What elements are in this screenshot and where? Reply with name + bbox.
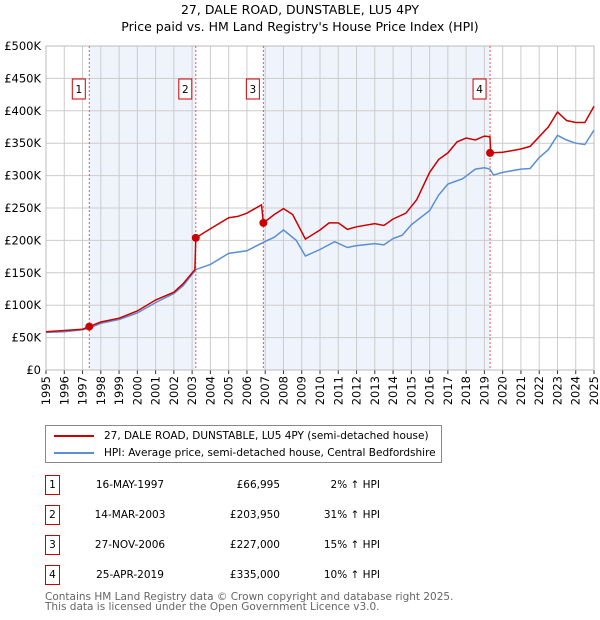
x-tick-label: 2017 bbox=[441, 376, 455, 405]
legend-label: 27, DALE ROAD, DUNSTABLE, LU5 4PY (semi-… bbox=[104, 430, 429, 442]
sale-label-box bbox=[472, 78, 487, 100]
x-tick-label: 1999 bbox=[112, 376, 126, 405]
x-tick-label: 2005 bbox=[222, 376, 236, 405]
sale-price: £66,995 bbox=[236, 479, 280, 491]
sale-row: 3 27-NOV-2006 £227,000 15% ↑ HPI bbox=[45, 535, 445, 555]
sale-row: 1 16-MAY-1997 £66,995 2% ↑ HPI bbox=[45, 475, 445, 495]
y-tick-label: £350K bbox=[4, 136, 41, 150]
y-tick-label: £250K bbox=[4, 201, 41, 215]
sale-label: 3 bbox=[250, 84, 257, 96]
footer-licence: This data is licensed under the Open Gov… bbox=[45, 601, 380, 613]
legend-label: HPI: Average price, semi-detached house,… bbox=[104, 447, 436, 459]
series-line bbox=[45, 105, 595, 333]
y-tick-label: £200K bbox=[4, 233, 41, 247]
x-tick-label: 2011 bbox=[331, 376, 345, 405]
sale-label-box bbox=[178, 78, 193, 100]
footer-copyright: Contains HM Land Registry data © Crown c… bbox=[45, 591, 454, 603]
x-tick-label: 2015 bbox=[404, 376, 418, 405]
x-tick-label: 2003 bbox=[185, 376, 199, 405]
sale-label: 1 bbox=[75, 84, 82, 96]
plot-area: £0 £50K £100K £150K £200K £250K £300K £350K £400… bbox=[4, 39, 600, 405]
x-tick-label: 1996 bbox=[57, 376, 71, 405]
sale-label-box bbox=[71, 78, 86, 100]
x-tick-label: 2004 bbox=[203, 376, 217, 405]
x-tick-label: 2014 bbox=[386, 376, 400, 405]
x-tick-label: 2009 bbox=[295, 376, 309, 405]
y-tick-label: £500K bbox=[4, 39, 41, 53]
x-tick-label: 2007 bbox=[258, 376, 272, 405]
x-tick-label: 2024 bbox=[569, 376, 583, 405]
x-tick-label: 2008 bbox=[276, 376, 290, 405]
x-tick-label: 1995 bbox=[39, 376, 53, 405]
y-tick-label: £300K bbox=[4, 169, 41, 183]
x-tick-label: 2020 bbox=[496, 376, 510, 405]
x-tick-label: 2021 bbox=[514, 376, 528, 405]
x-tick-label: 2018 bbox=[459, 376, 473, 405]
sale-row: 2 14-MAR-2003 £203,950 31% ↑ HPI bbox=[45, 505, 445, 525]
y-tick-label: £150K bbox=[4, 266, 41, 280]
sale-point bbox=[191, 233, 200, 242]
x-tick-label: 2012 bbox=[350, 376, 364, 405]
sale-num: 4 bbox=[45, 565, 60, 585]
sale-label: 2 bbox=[182, 84, 189, 96]
sale-date: 14-MAR-2003 bbox=[94, 509, 166, 521]
sale-hpi: 10% ↑ HPI bbox=[323, 569, 380, 581]
sale-date: 25-APR-2019 bbox=[96, 569, 164, 581]
sale-date: 27-NOV-2006 bbox=[94, 539, 166, 551]
sale-num: 3 bbox=[45, 535, 60, 555]
x-tick-label: 2006 bbox=[240, 376, 254, 405]
sale-row: 4 25-APR-2019 £335,000 10% ↑ HPI bbox=[45, 565, 445, 585]
series-line bbox=[45, 129, 595, 334]
x-tick-label: 2025 bbox=[587, 376, 600, 405]
x-tick-label: 2000 bbox=[130, 376, 144, 405]
sale-hpi: 15% ↑ HPI bbox=[323, 539, 380, 551]
sale-num: 2 bbox=[45, 505, 60, 525]
x-tick-label: 2001 bbox=[149, 376, 163, 405]
sale-num: 1 bbox=[45, 475, 60, 495]
y-tick-label: £100K bbox=[4, 298, 41, 312]
legend-item-property: 27, DALE ROAD, DUNSTABLE, LU5 4PY (semi-… bbox=[54, 428, 429, 444]
x-tick-label: 2023 bbox=[550, 376, 564, 405]
legend-swatch-blue bbox=[54, 452, 94, 454]
sale-date: 16-MAY-1997 bbox=[95, 479, 165, 491]
legend-item-hpi: HPI: Average price, semi-detached house,… bbox=[54, 445, 436, 461]
legend-swatch-red bbox=[54, 435, 94, 437]
sale-point bbox=[259, 218, 268, 227]
y-tick-label: £450K bbox=[4, 71, 41, 85]
x-tick-label: 2022 bbox=[532, 376, 546, 405]
y-tick-label: £0 bbox=[26, 363, 41, 377]
x-tick-label: 2019 bbox=[477, 376, 491, 405]
sale-point bbox=[85, 322, 94, 331]
y-tick-label: £50K bbox=[12, 331, 42, 345]
y-tick-label: £400K bbox=[4, 104, 41, 118]
x-tick-label: 2016 bbox=[423, 376, 437, 405]
chart-title: 27, DALE ROAD, DUNSTABLE, LU5 4PY bbox=[180, 2, 419, 17]
x-tick-label: 1997 bbox=[76, 376, 90, 405]
x-tick-label: 1998 bbox=[94, 376, 108, 405]
sale-price: £227,000 bbox=[229, 539, 280, 551]
sale-price: £335,000 bbox=[229, 569, 280, 581]
x-tick-label: 2013 bbox=[368, 376, 382, 405]
sale-price: £203,950 bbox=[229, 509, 280, 521]
sale-label: 4 bbox=[476, 84, 483, 96]
plot-border bbox=[45, 45, 595, 371]
chart-subtitle: Price paid vs. HM Land Registry's House … bbox=[121, 19, 479, 34]
legend: 27, DALE ROAD, DUNSTABLE, LU5 4PY (semi-… bbox=[45, 425, 442, 463]
x-tick-label: 2002 bbox=[167, 376, 181, 405]
x-tick-label: 2010 bbox=[313, 376, 327, 405]
sale-hpi: 2% ↑ HPI bbox=[330, 479, 380, 491]
sale-hpi: 31% ↑ HPI bbox=[323, 509, 380, 521]
sale-label-box bbox=[245, 78, 260, 100]
sale-point bbox=[486, 148, 495, 157]
